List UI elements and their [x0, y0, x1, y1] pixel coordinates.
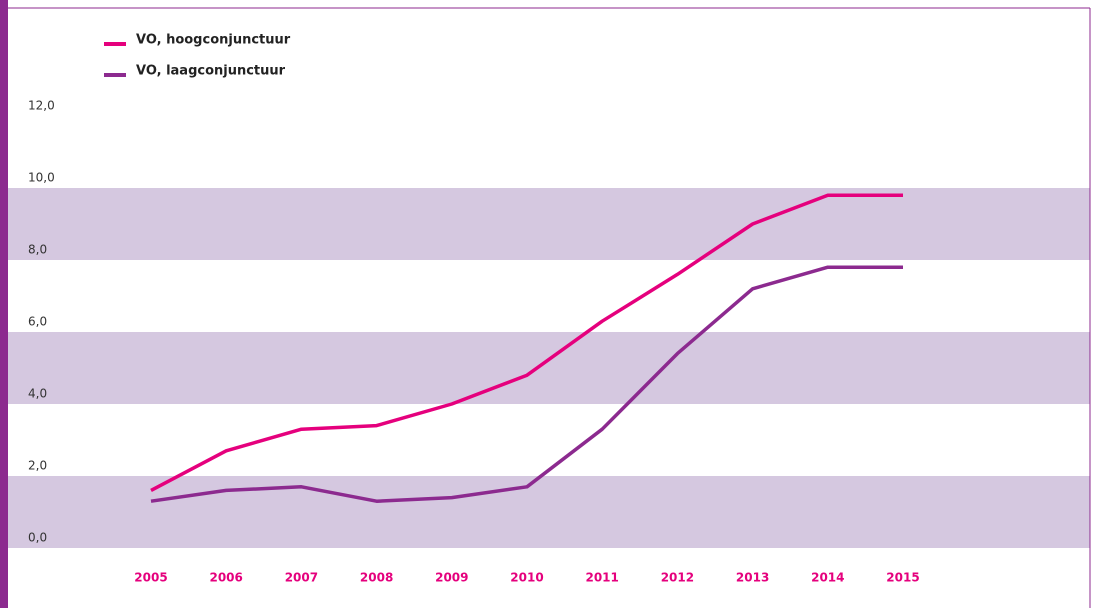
band: [8, 332, 1090, 404]
left-border: [0, 0, 8, 608]
y-tick-label: 12,0: [28, 99, 55, 113]
series-line: [150, 193, 903, 492]
series-line: [150, 265, 903, 503]
bands: [8, 188, 1090, 548]
x-tick-label: 2006: [209, 571, 242, 585]
x-tick-label: 2012: [661, 571, 694, 585]
x-tick-label: 2007: [285, 571, 318, 585]
y-tick-label: 4,0: [28, 387, 47, 401]
band: [8, 476, 1090, 548]
legend-label: VO, laagconjunctuur: [136, 64, 286, 79]
x-tick-label: 2008: [360, 571, 393, 585]
y-tick-label: 0,0: [28, 531, 47, 545]
x-tick-label: 2015: [886, 571, 919, 585]
x-tick-label: 2011: [585, 571, 618, 585]
x-tick-label: 2005: [134, 571, 167, 585]
x-tick-label: 2014: [811, 571, 844, 585]
legend-label: VO, hoogconjunctuur: [136, 33, 291, 48]
y-tick-label: 6,0: [28, 315, 47, 329]
x-tick-label: 2009: [435, 571, 468, 585]
band: [8, 188, 1090, 260]
y-tick-label: 8,0: [28, 243, 47, 257]
y-tick-label: 10,0: [28, 171, 55, 185]
x-tick-label: 2013: [736, 571, 769, 585]
y-tick-label: 2,0: [28, 459, 47, 473]
x-tick-label: 2010: [510, 571, 543, 585]
